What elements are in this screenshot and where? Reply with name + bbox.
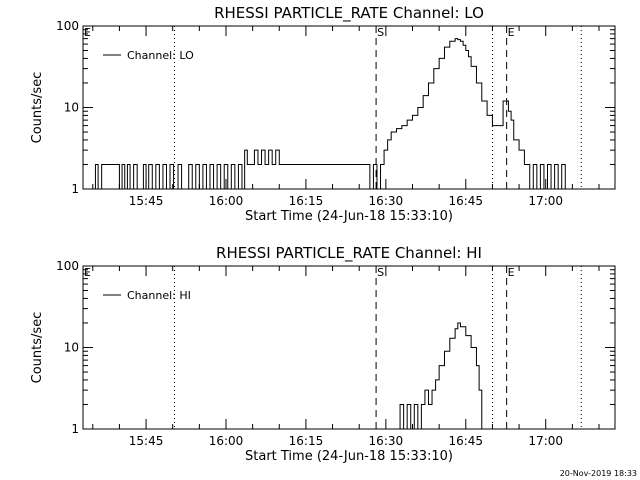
x-tick-label: 15:45 xyxy=(129,194,164,208)
chart-title: RHESSI PARTICLE_RATE Channel: HI xyxy=(216,244,482,263)
x-tick-label: 16:30 xyxy=(369,434,404,448)
series-line-0 xyxy=(90,38,569,190)
footer-timestamp: 20-Nov-2019 18:33 xyxy=(560,469,637,478)
chart-title: RHESSI PARTICLE_RATE Channel: LO xyxy=(214,4,484,23)
x-axis-label: Start Time (24-Jun-18 15:33:10) xyxy=(245,449,453,464)
series-line-0 xyxy=(396,322,485,430)
x-tick-label: 16:45 xyxy=(448,434,483,448)
x-tick-label: 17:00 xyxy=(528,194,563,208)
y-tick-label: 1 xyxy=(71,422,79,436)
y-tick-label: 100 xyxy=(56,259,79,273)
y-tick-label: 10 xyxy=(64,101,79,115)
x-tick-label: 16:15 xyxy=(289,434,324,448)
x-tick-label: 16:00 xyxy=(209,194,244,208)
marker-label: S xyxy=(377,26,384,39)
x-tick-label: 16:00 xyxy=(209,434,244,448)
marker-label: E xyxy=(508,266,515,279)
panel-lo: RHESSI PARTICLE_RATE Channel: LO 1 10 100 Co… xyxy=(30,4,616,224)
x-tick-label: 15:45 xyxy=(129,434,164,448)
x-tick-label: 16:45 xyxy=(448,194,483,208)
y-axis-label: Counts/sec xyxy=(30,72,45,144)
legend-label: Channel: LO xyxy=(127,49,194,62)
marker-label: E xyxy=(84,266,91,279)
marker-label: E xyxy=(508,26,515,39)
panel-hi: RHESSI PARTICLE_RATE Channel: HI 1 10 100 Co… xyxy=(30,244,616,464)
x-tick-label: 17:00 xyxy=(528,434,563,448)
y-tick-label: 100 xyxy=(56,19,79,33)
legend-label: Channel: HI xyxy=(127,289,191,302)
x-tick-label: 16:15 xyxy=(289,194,324,208)
y-tick-label: 10 xyxy=(64,341,79,355)
x-tick-label: 16:30 xyxy=(369,194,404,208)
y-axis-label: Counts/sec xyxy=(30,312,45,384)
x-axis-label: Start Time (24-Jun-18 15:33:10) xyxy=(245,209,453,224)
marker-label: S xyxy=(377,266,384,279)
marker-label: E xyxy=(84,26,91,39)
y-tick-label: 1 xyxy=(71,182,79,196)
